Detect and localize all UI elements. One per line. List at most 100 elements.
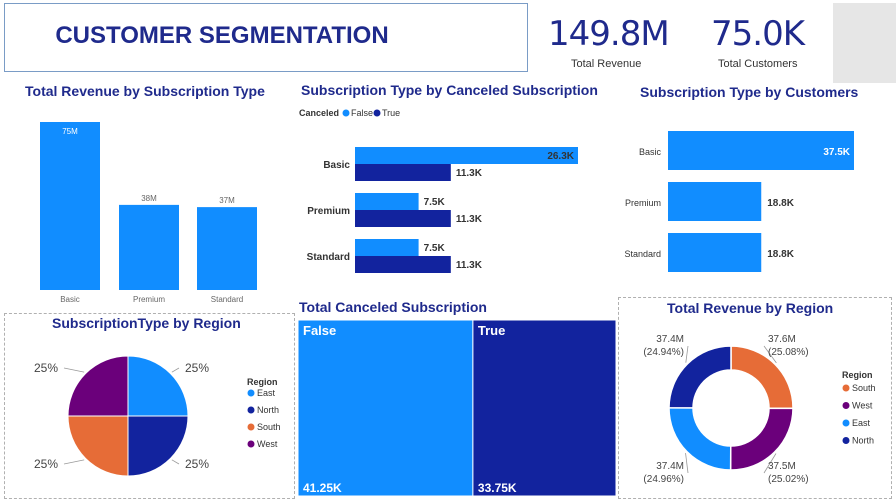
bar-basic-true: [355, 164, 451, 181]
bar-premium-false: [355, 193, 419, 210]
subscription-by-canceled-chart: Canceled False True Basic 26.3K 11.3K Premium 7…: [299, 108, 578, 273]
legend-marker-west: [842, 402, 850, 409]
tile-label-false: False: [303, 323, 336, 338]
subscription-by-customers-title: Subscription Type by Customers: [640, 84, 859, 100]
x-tick-standard: Standard: [211, 295, 243, 304]
bar-standard: [197, 207, 257, 290]
kpi-total-revenue-label: Total Revenue: [571, 58, 642, 70]
legend-label-true: True: [382, 108, 400, 118]
revenue-by-region-chart: 37.6M (25.08%) 37.5M (25.02%) 37.4M (24.96%) 3…: [643, 334, 875, 485]
tile-label-true: True: [478, 323, 505, 338]
data-label-east: 25%: [185, 361, 209, 375]
slice-east: [127, 355, 189, 417]
slice-north: [668, 345, 732, 409]
revenue-by-region-title: Total Revenue by Region: [667, 300, 834, 316]
y-tick-standard: Standard: [624, 249, 661, 259]
tile-true: [472, 319, 616, 497]
bar-premium-true: [355, 210, 451, 227]
data-label-south: 25%: [34, 457, 58, 471]
revenue-by-subscription-title: Total Revenue by Subscription Type: [25, 83, 265, 99]
leader-line-south: [763, 345, 777, 364]
data-label-east: 37.4M: [656, 461, 684, 472]
leader-line-north: [685, 345, 689, 363]
leader-line-west: [763, 453, 777, 474]
tile-false: [297, 319, 474, 497]
percent-label-east: (24.96%): [643, 474, 684, 485]
data-label-standard: 18.8K: [767, 249, 794, 260]
legend-marker-south: [247, 423, 255, 431]
legend-marker-north: [842, 437, 850, 444]
slice-south: [67, 415, 129, 477]
data-label-north: 25%: [185, 457, 209, 471]
subscription-by-region-title: SubscriptionType by Region: [52, 315, 241, 331]
kpi-total-customers-value: 75.0K: [711, 14, 805, 54]
y-tick-premium: Premium: [307, 206, 350, 217]
header-gray-strip: [833, 3, 896, 83]
leader-line-east: [171, 367, 180, 373]
bar-standard: [668, 233, 762, 272]
legend-label-west: West: [257, 439, 278, 449]
bar-basic-false: [355, 147, 578, 164]
legend-marker-north: [247, 406, 255, 414]
data-label-basic-true: 11.3K: [456, 168, 483, 179]
y-tick-standard: Standard: [307, 252, 350, 263]
leader-line-north: [171, 459, 180, 465]
data-label-west: 37.5M: [768, 461, 796, 472]
data-label-north: 37.4M: [656, 334, 684, 345]
legend-label-north: North: [257, 405, 279, 415]
data-label-premium: 38M: [141, 194, 157, 203]
legend-label-west: West: [852, 401, 873, 411]
kpi-total-revenue-value: 149.8M: [548, 14, 670, 54]
legend-marker-west: [247, 440, 255, 448]
pie-panel-outline: [4, 313, 295, 499]
legend-title: Region: [842, 370, 873, 380]
legend-label-east: East: [852, 418, 871, 428]
y-tick-premium: Premium: [625, 198, 661, 208]
bar-basic: [668, 131, 854, 170]
data-label-south: 37.6M: [768, 334, 796, 345]
subscription-by-customers-chart: Basic 37.5K Premium 18.8K Standard 18.8K: [624, 131, 854, 272]
bar-standard-false: [355, 239, 419, 256]
data-label-false: 41.25K: [303, 481, 342, 495]
legend-marker-true: [373, 109, 381, 117]
subscription-by-canceled-title: Subscription Type by Canceled Subscripti…: [301, 82, 598, 98]
kpi-total-customers-label: Total Customers: [718, 58, 798, 70]
x-tick-basic: Basic: [60, 295, 80, 304]
bar-premium: [668, 182, 762, 221]
donut-panel-outline: [618, 297, 892, 499]
data-label-true: 33.75K: [478, 481, 517, 495]
y-tick-basic: Basic: [323, 160, 350, 171]
x-tick-premium: Premium: [133, 295, 165, 304]
data-label-premium: 18.8K: [767, 198, 794, 209]
data-label-premium-true: 11.3K: [456, 214, 483, 225]
percent-label-north: (24.94%): [643, 347, 684, 358]
legend-label-east: East: [257, 388, 276, 398]
total-canceled-title: Total Canceled Subscription: [299, 299, 487, 315]
legend-title: Region: [247, 377, 278, 387]
slice-north: [127, 415, 189, 477]
legend-label-north: North: [852, 436, 874, 446]
header-banner: CUSTOMER SEGMENTATION: [4, 3, 528, 72]
data-label-standard-false: 7.5K: [424, 243, 446, 254]
y-tick-basic: Basic: [639, 147, 662, 157]
legend-marker-false: [342, 109, 350, 117]
legend-marker-east: [842, 419, 850, 427]
leader-line-west: [63, 367, 85, 373]
percent-label-west: (25.02%): [768, 474, 809, 485]
data-label-west: 25%: [34, 361, 58, 375]
leader-line-east: [685, 452, 689, 474]
data-label-basic-false: 26.3K: [547, 151, 574, 162]
data-label-premium-false: 7.5K: [424, 197, 446, 208]
leader-line-south: [63, 459, 85, 465]
data-label-basic: 75M: [62, 127, 78, 136]
legend-label-false: False: [351, 108, 373, 118]
percent-label-south: (25.08%): [768, 347, 809, 358]
legend-marker-east: [247, 389, 255, 397]
bar-premium: [119, 204, 179, 290]
data-label-basic: 37.5K: [823, 147, 850, 158]
data-label-standard: 37M: [219, 196, 235, 205]
revenue-by-subscription-chart: 75M Basic 38M Premium 37M Standard: [40, 122, 257, 304]
bar-standard-true: [355, 256, 451, 273]
legend-title: Canceled: [299, 108, 339, 118]
